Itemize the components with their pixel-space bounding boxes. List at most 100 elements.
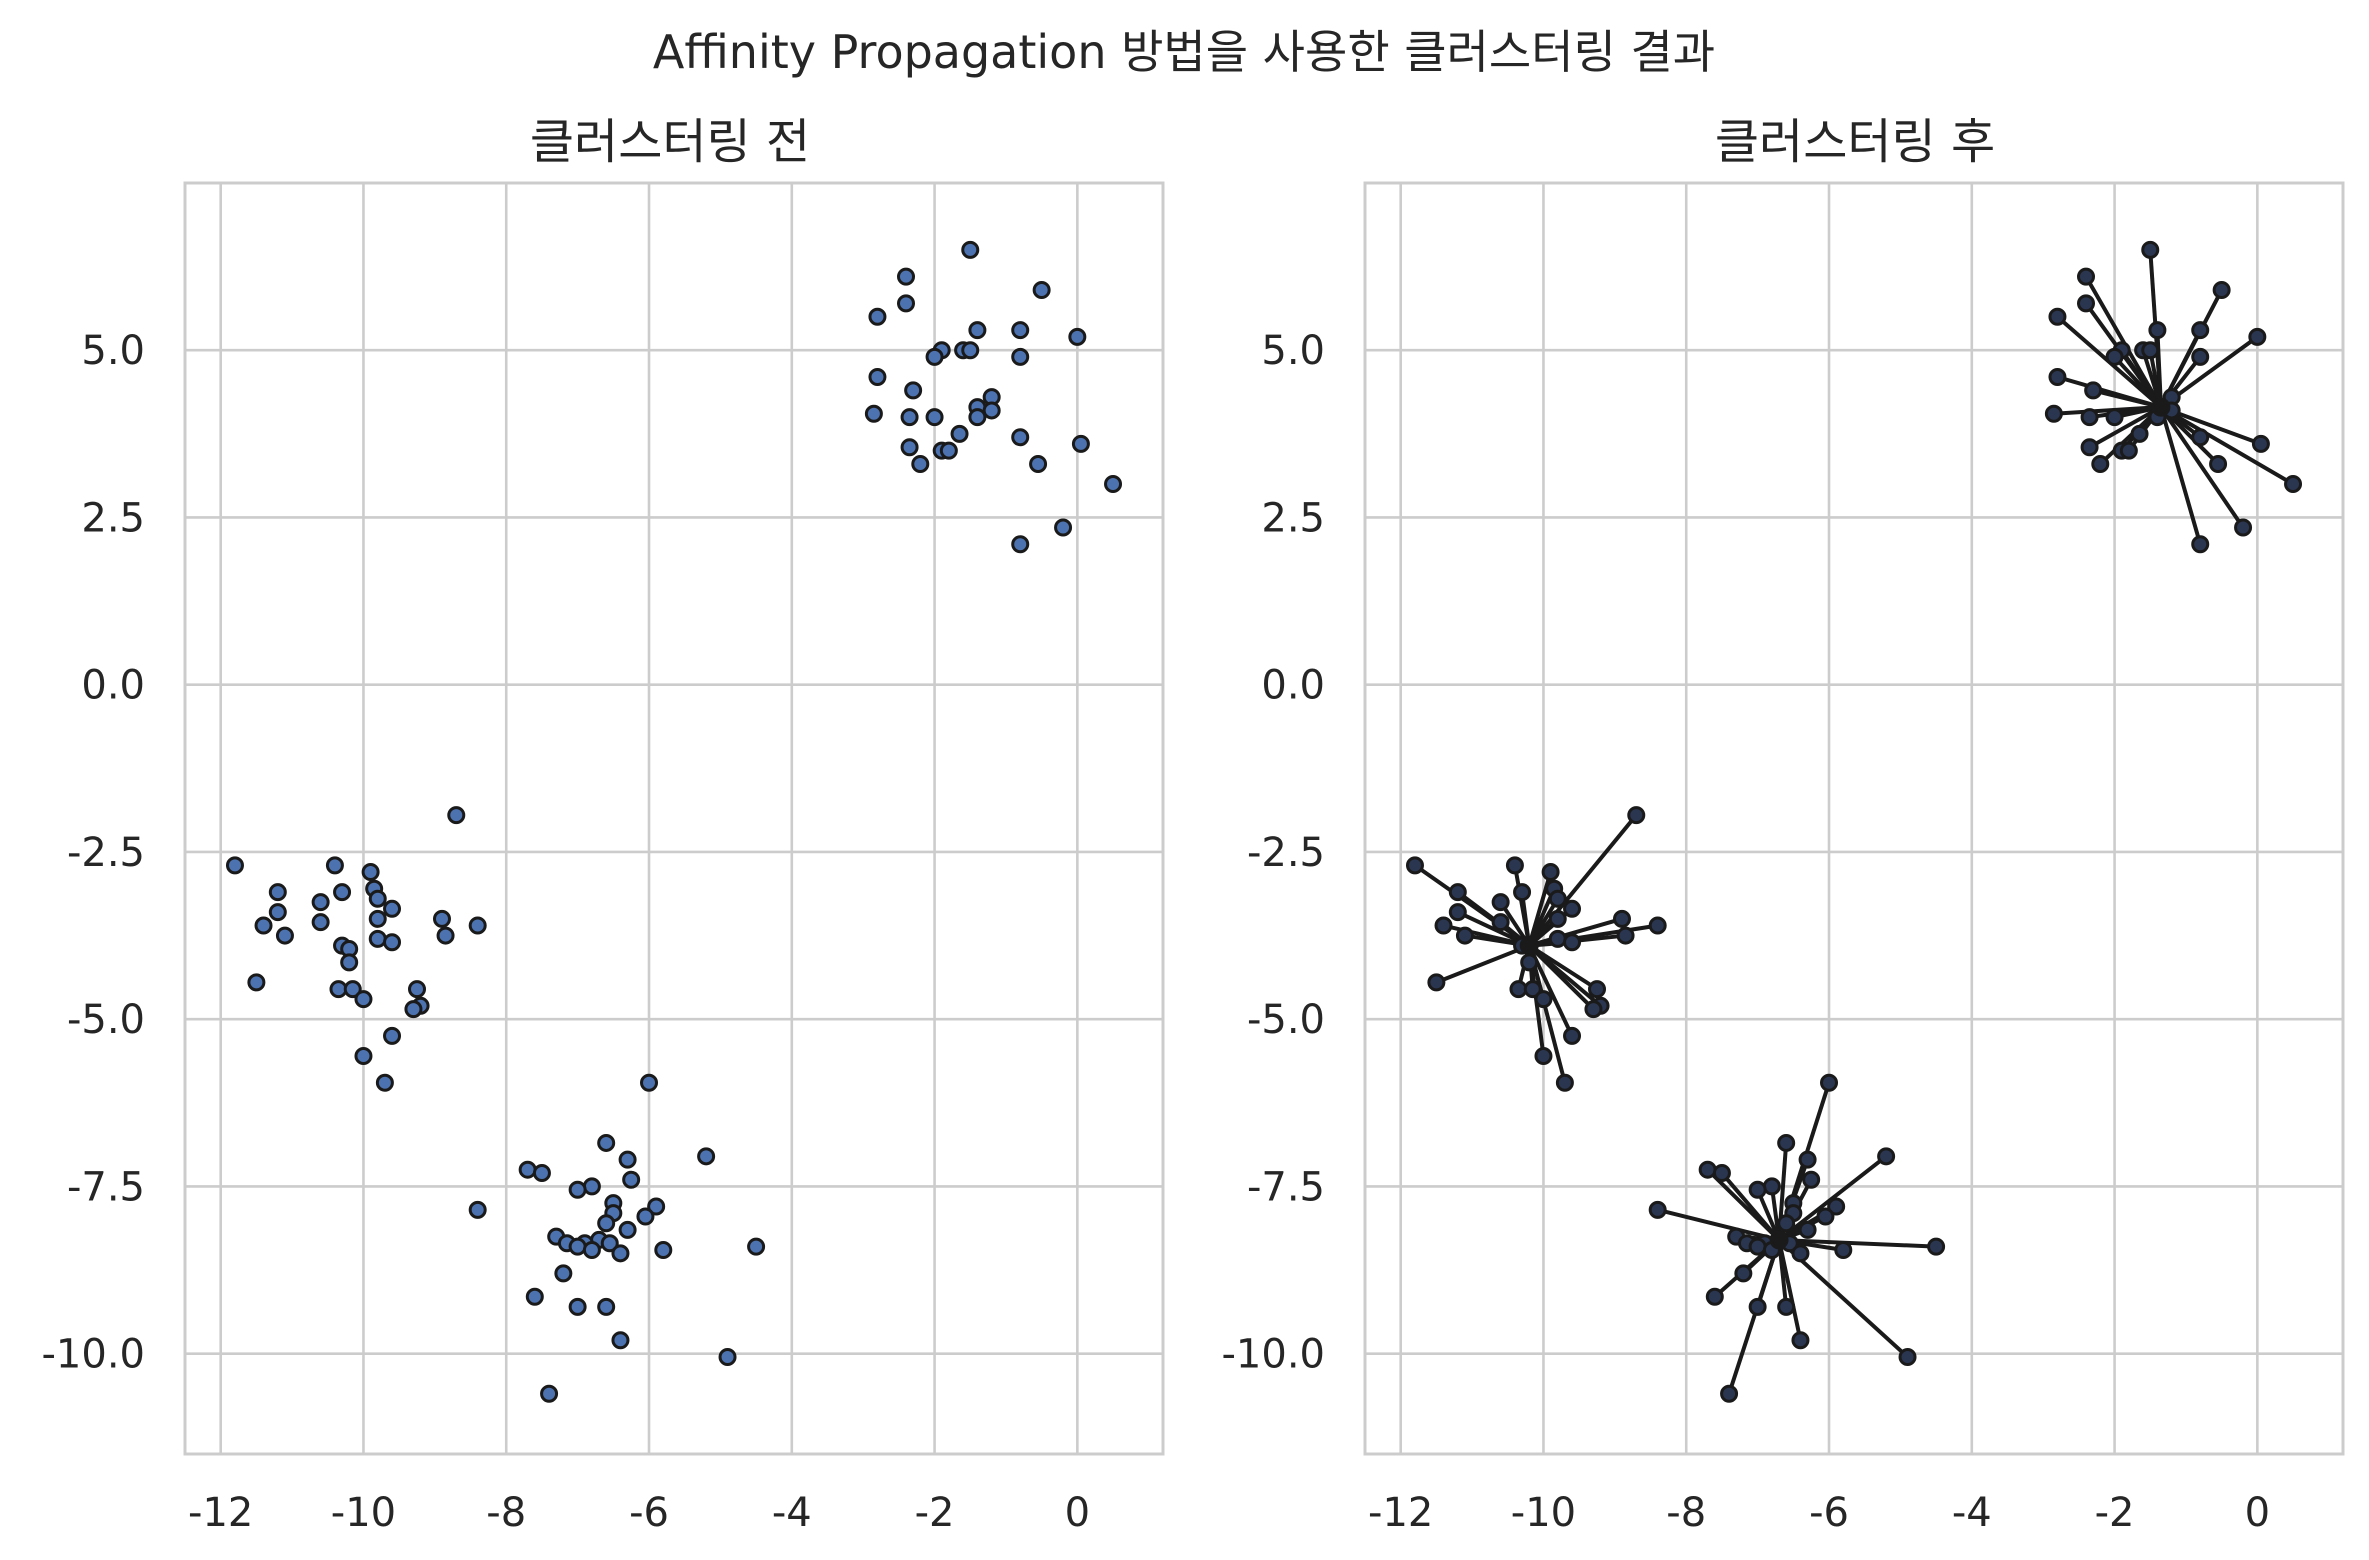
cluster-exemplar-point [1769, 1230, 1789, 1250]
data-point [618, 1150, 637, 1169]
data-point [368, 909, 387, 928]
data-point [2077, 267, 2096, 286]
x-tick-label: 0 [2245, 1490, 2270, 1536]
data-point [1584, 1000, 1603, 1019]
data-point [2251, 434, 2270, 453]
data-point [1491, 913, 1510, 932]
data-point [525, 1287, 544, 1306]
y-tick-label: 0.0 [1261, 663, 1325, 709]
data-point [647, 1197, 666, 1216]
cluster-link-line [2159, 405, 2295, 486]
data-point [611, 1331, 630, 1350]
data-point [268, 903, 287, 922]
data-point [600, 1234, 619, 1253]
data-point [1616, 926, 1635, 945]
data-point [1712, 1164, 1731, 1183]
plot-area-after: -12 -10 -8 -6 -4 -2 0 5.0 2.5 0.0 -2.5 -5.0 -7.5 -10.… [1222, 181, 2345, 1536]
data-point [432, 909, 451, 928]
x-tick-label: -4 [1952, 1490, 1992, 1536]
data-point [225, 856, 244, 875]
plot-frame [183, 181, 1165, 1456]
data-point [2044, 404, 2063, 423]
data-point [1548, 929, 1567, 948]
data-point [368, 889, 387, 908]
y-tick-label: -5.0 [67, 997, 145, 1043]
data-point [1104, 475, 1123, 494]
y-tick-label: -10.0 [42, 1332, 146, 1378]
data-point [718, 1348, 737, 1367]
data-point [540, 1384, 559, 1403]
data-point [468, 916, 487, 935]
data-point [1927, 1237, 1946, 1256]
y-tick-label: 5.0 [81, 328, 145, 374]
x-tick-label: -8 [486, 1490, 526, 1536]
data-point [2209, 454, 2228, 473]
data-point [2191, 321, 2210, 340]
data-point [383, 899, 402, 918]
data-point [968, 321, 987, 340]
data-point [1011, 535, 1030, 554]
data-point [554, 1264, 573, 1283]
data-point [1563, 1026, 1582, 1045]
data-point [1071, 434, 1090, 453]
x-tick-label: -12 [188, 1490, 253, 1536]
cluster-link-line [1777, 1154, 1888, 1242]
data-point [597, 1133, 616, 1152]
data-point [747, 1237, 766, 1256]
data-point [1011, 321, 1030, 340]
data-point [1612, 909, 1631, 928]
data-point [1520, 953, 1539, 972]
data-point [640, 1073, 659, 1092]
cluster-link-line [1727, 1239, 1781, 1395]
data-point [2130, 424, 2149, 443]
data-point [532, 1164, 551, 1183]
data-point [333, 883, 352, 902]
cluster-link-line [2159, 405, 2245, 529]
data-point [2248, 327, 2267, 346]
data-point [568, 1180, 587, 1199]
y-tick-label: -10.0 [1222, 1332, 1326, 1378]
data-point [254, 916, 273, 935]
x-tick-label: -4 [772, 1490, 812, 1536]
data-point [2048, 367, 2067, 386]
cluster-link-line [1778, 1237, 1937, 1249]
data-point [2148, 321, 2167, 340]
data-point [383, 1026, 402, 1045]
data-point [900, 408, 919, 427]
data-point [900, 438, 919, 457]
y-tick-label: 0.0 [81, 663, 145, 709]
data-point [1032, 281, 1051, 300]
data-point [1448, 883, 1467, 902]
data-point [1491, 893, 1510, 912]
data-point [868, 367, 887, 386]
cluster-link-line [1527, 944, 1595, 1011]
data-point [1541, 863, 1560, 882]
cluster-exemplar-point [1519, 936, 1539, 956]
cluster-link-line [1435, 943, 1530, 985]
plot-area-before: -12 -10 -8 -6 -4 -2 0 5.0 2.5 0.0 -2.5 -5.0 -7.5 -10.… [42, 181, 1165, 1536]
data-point [2141, 341, 2160, 360]
data-point [568, 1297, 587, 1316]
data-point [1448, 903, 1467, 922]
data-point [1434, 916, 1453, 935]
data-point [2091, 454, 2110, 473]
data-point [697, 1147, 716, 1166]
data-point [2084, 381, 2103, 400]
data-point [1798, 1220, 1817, 1239]
data-point [1705, 1287, 1724, 1306]
data-point [1627, 806, 1646, 825]
data-point [2284, 475, 2303, 494]
data-point [1513, 883, 1532, 902]
x-tick-label: -2 [915, 1490, 955, 1536]
data-point [1011, 428, 1030, 447]
data-point [361, 863, 380, 882]
y-tick-label: -2.5 [1247, 830, 1325, 876]
cluster-link-line [2092, 388, 2162, 410]
data-point [2077, 294, 2096, 313]
data-point [354, 990, 373, 1009]
data-point [1877, 1147, 1896, 1166]
data-point [2191, 428, 2210, 447]
data-point [939, 441, 958, 460]
data-point [468, 1200, 487, 1219]
data-point [1029, 454, 1048, 473]
